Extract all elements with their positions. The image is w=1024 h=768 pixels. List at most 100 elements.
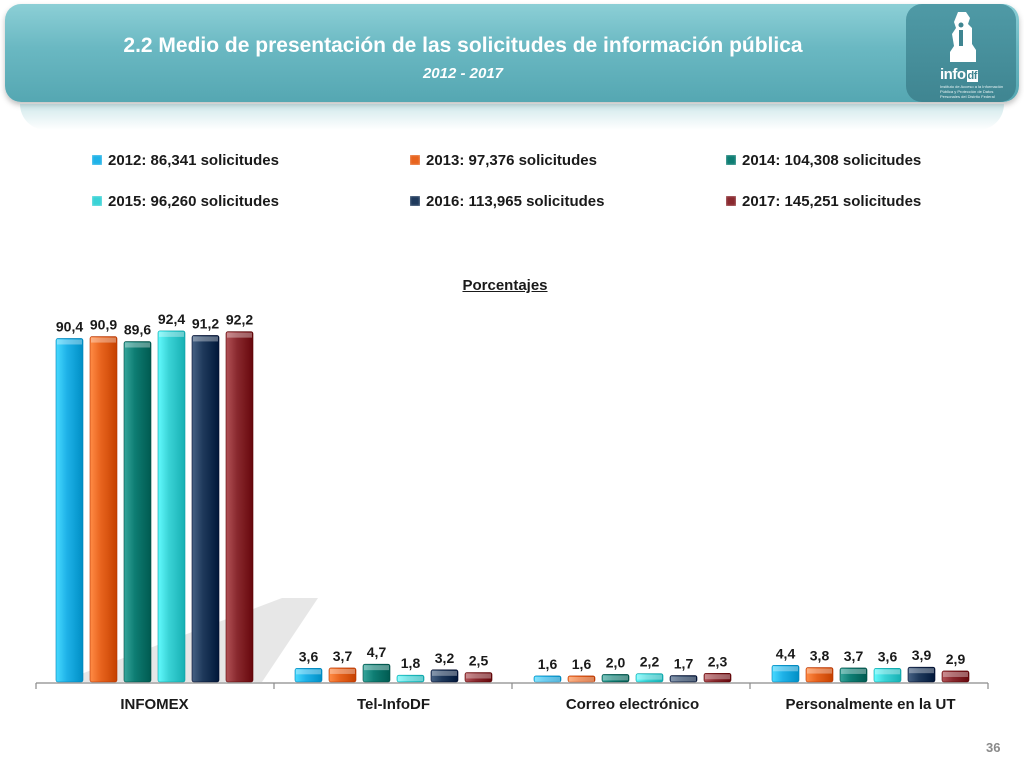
bar-highlight bbox=[807, 668, 832, 674]
data-label: 2,5 bbox=[469, 653, 489, 669]
bar bbox=[805, 667, 834, 683]
data-label: 90,9 bbox=[90, 317, 117, 333]
bar bbox=[123, 341, 152, 683]
data-label: 3,9 bbox=[912, 647, 932, 663]
data-label: 3,6 bbox=[299, 648, 319, 664]
bar bbox=[873, 668, 902, 683]
data-label: 4,7 bbox=[367, 644, 387, 660]
bar-highlight bbox=[569, 676, 594, 682]
bar-highlight bbox=[841, 668, 866, 674]
bar bbox=[430, 669, 459, 683]
legend-swatch bbox=[92, 196, 102, 206]
legend-label: 2013: 97,376 solicitudes bbox=[426, 152, 597, 169]
x-tick-label: Tel-InfoDF bbox=[357, 696, 430, 713]
bar-highlight bbox=[943, 671, 968, 677]
legend-label: 2012: 86,341 solicitudes bbox=[108, 152, 279, 169]
bar-highlight bbox=[637, 674, 662, 680]
data-label: 2,9 bbox=[946, 651, 966, 667]
city-emblem-icon bbox=[950, 12, 976, 62]
data-label: 4,4 bbox=[776, 645, 796, 661]
bar bbox=[567, 675, 596, 683]
data-label: 3,2 bbox=[435, 650, 455, 666]
bar-highlight bbox=[193, 336, 218, 342]
header-reflection bbox=[20, 104, 1004, 130]
data-label: 1,7 bbox=[674, 656, 694, 672]
bar-highlight bbox=[296, 669, 321, 675]
data-label: 91,2 bbox=[192, 315, 219, 331]
legend-label: 2014: 104,308 solicitudes bbox=[742, 152, 922, 169]
data-label: 3,7 bbox=[844, 648, 864, 664]
data-label: 92,4 bbox=[158, 311, 185, 327]
data-label: 3,6 bbox=[878, 648, 898, 664]
bar bbox=[464, 672, 493, 683]
bar bbox=[669, 675, 698, 683]
bar bbox=[907, 666, 936, 683]
legend-label: 2016: 113,965 solicitudes bbox=[426, 193, 605, 210]
x-tick-label: INFOMEX bbox=[120, 696, 188, 713]
bar bbox=[157, 330, 186, 683]
bar-highlight bbox=[159, 331, 184, 337]
data-label: 2,2 bbox=[640, 654, 660, 670]
bar bbox=[328, 667, 357, 683]
legend-item: 2016: 113,965 solicitudes bbox=[410, 193, 604, 210]
legend-swatch bbox=[92, 155, 102, 165]
bar bbox=[55, 338, 84, 683]
data-label: 1,6 bbox=[538, 656, 558, 672]
bar bbox=[941, 670, 970, 683]
bar-highlight bbox=[705, 674, 730, 680]
bar-highlight bbox=[330, 668, 355, 674]
bar-highlight bbox=[227, 332, 252, 338]
bar bbox=[635, 673, 664, 683]
bar-highlight bbox=[364, 665, 389, 671]
legend-swatch bbox=[726, 196, 736, 206]
data-label: 89,6 bbox=[124, 322, 151, 338]
legend-label: 2015: 96,260 solicitudes bbox=[108, 193, 279, 210]
bar bbox=[601, 674, 630, 683]
bar-highlight bbox=[671, 676, 696, 682]
legend-item: 2014: 104,308 solicitudes bbox=[726, 152, 921, 169]
bar bbox=[771, 664, 800, 683]
page-number: 36 bbox=[986, 740, 1001, 755]
bar-highlight bbox=[125, 342, 150, 348]
data-label: 2,3 bbox=[708, 653, 728, 669]
legend-item: 2017: 145,251 solicitudes bbox=[726, 193, 921, 210]
bar-highlight bbox=[603, 675, 628, 681]
bar-highlight bbox=[466, 673, 491, 679]
data-label: 92,2 bbox=[226, 312, 253, 328]
bar-highlight bbox=[535, 676, 560, 682]
bar bbox=[362, 663, 391, 683]
legend-item: 2015: 96,260 solicitudes bbox=[92, 193, 279, 210]
legend-item: 2012: 86,341 solicitudes bbox=[92, 152, 279, 169]
infodf-logo: info df Instituto de Acceso a la Informac… bbox=[906, 4, 1016, 102]
bar bbox=[703, 672, 732, 683]
header-banner: 2.2 Medio de presentación de las solicit… bbox=[5, 4, 1019, 102]
bar-highlight bbox=[398, 676, 423, 682]
bar-highlight bbox=[91, 337, 116, 343]
data-label: 90,4 bbox=[56, 318, 83, 334]
data-label: 1,6 bbox=[572, 656, 592, 672]
x-tick-label: Correo electrónico bbox=[566, 696, 699, 713]
bar bbox=[533, 675, 562, 683]
chart-title: Porcentajes bbox=[462, 277, 548, 294]
bar bbox=[396, 674, 425, 683]
x-tick-label: Personalmente en la UT bbox=[785, 696, 955, 713]
legend-swatch bbox=[410, 196, 420, 206]
legend-swatch bbox=[410, 155, 420, 165]
data-label: 2,0 bbox=[606, 654, 626, 670]
bar bbox=[191, 335, 220, 683]
bar-highlight bbox=[432, 670, 457, 676]
page-subtitle: 2012 - 2017 bbox=[422, 65, 504, 82]
data-label: 3,8 bbox=[810, 648, 830, 664]
logo-caption: Instituto de Acceso a la Información Púb… bbox=[940, 84, 1004, 99]
data-label: 1,8 bbox=[401, 655, 421, 671]
page-title: 2.2 Medio de presentación de las solicit… bbox=[123, 34, 803, 57]
bar bbox=[294, 668, 323, 683]
logo-wordmark: info df bbox=[940, 66, 978, 83]
bar-highlight bbox=[773, 666, 798, 672]
bar-highlight bbox=[875, 669, 900, 675]
bar bbox=[839, 667, 868, 683]
legend-label: 2017: 145,251 solicitudes bbox=[742, 193, 922, 210]
legend-item: 2013: 97,376 solicitudes bbox=[410, 152, 597, 169]
legend-swatch bbox=[726, 155, 736, 165]
